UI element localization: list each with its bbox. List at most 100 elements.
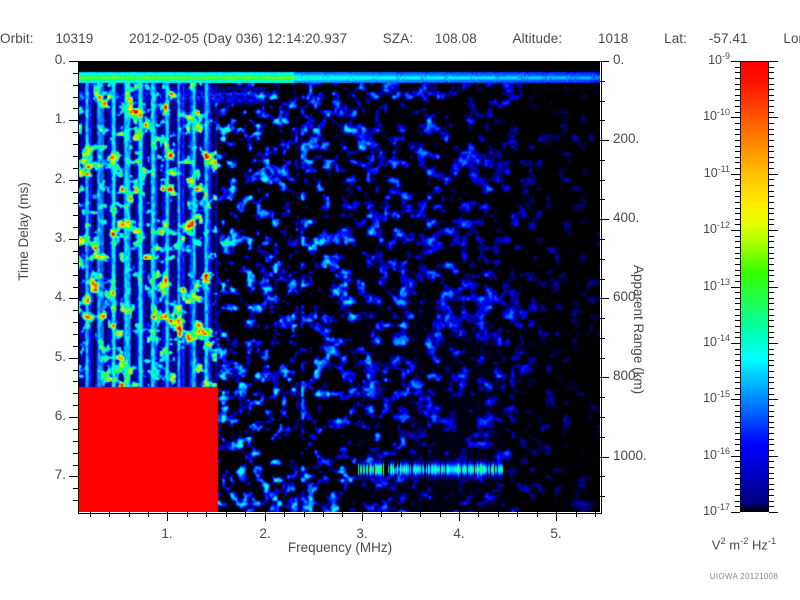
colorbar-tick-minor xyxy=(735,303,740,304)
right-tick-minor xyxy=(600,338,605,339)
x-tick-major xyxy=(362,512,363,521)
x-tick-minor xyxy=(440,512,441,517)
colorbar-tick-minor-right xyxy=(769,377,774,378)
x-tick-label: 5. xyxy=(550,526,562,541)
colorbar-tick-minor xyxy=(735,140,740,141)
colorbar-tick-minor xyxy=(735,467,740,468)
x-tick-minor xyxy=(595,512,596,517)
colorbar-tick-label: 10-15 xyxy=(703,389,730,406)
colorbar-tick-minor-right xyxy=(769,106,774,107)
x-tick-minor xyxy=(304,512,305,517)
colorbar-tick-major xyxy=(731,117,740,118)
y-tick-major xyxy=(69,358,78,359)
y-tick-minor xyxy=(73,370,78,371)
x-tick-major xyxy=(167,512,168,521)
right-tick-minor xyxy=(600,81,605,82)
colorbar-tick-major-right xyxy=(769,61,778,62)
y-tick-minor xyxy=(73,108,78,109)
latitude-label: Lat: xyxy=(664,31,688,46)
x-tick-minor xyxy=(517,512,518,517)
colorbar-tick-minor xyxy=(735,450,740,451)
right-tick-major xyxy=(600,377,609,378)
colorbar-tick-minor-right xyxy=(769,84,774,85)
y-tick-major xyxy=(69,239,78,240)
colorbar-tick-minor xyxy=(735,461,740,462)
altitude-value: 1018 xyxy=(597,31,629,46)
colorbar-tick-minor-right xyxy=(769,371,774,372)
y-tick-minor xyxy=(73,263,78,264)
right-tick-minor xyxy=(600,120,605,121)
y-tick-minor xyxy=(73,275,78,276)
y-tick-minor xyxy=(73,346,78,347)
right-tick-minor xyxy=(600,180,605,181)
y-tick-minor xyxy=(73,85,78,86)
observation-datetime: 2012-02-05 (Day 036) 12:14:20.937 xyxy=(129,31,348,46)
colorbar-tick-minor xyxy=(735,411,740,412)
colorbar-tick-minor xyxy=(735,157,740,158)
y-tick-label: 2. xyxy=(54,171,66,186)
x-tick-minor xyxy=(498,512,499,517)
right-tick-minor xyxy=(600,358,605,359)
colorbar-tick-minor-right xyxy=(769,473,774,474)
colorbar-tick-label: 10-9 xyxy=(708,51,730,68)
sza-value: 108.08 xyxy=(434,31,477,46)
colorbar-tick-minor-right xyxy=(769,157,774,158)
y-tick-minor xyxy=(73,393,78,394)
y-tick-minor xyxy=(73,227,78,228)
colorbar-tick-minor xyxy=(735,337,740,338)
colorbar-tick-minor xyxy=(735,484,740,485)
colorbar-tick-minor-right xyxy=(769,506,774,507)
colorbar-tick-minor-right xyxy=(769,253,774,254)
y-tick-minor xyxy=(73,215,78,216)
y-tick-minor xyxy=(73,488,78,489)
colorbar-tick-major-right xyxy=(769,343,778,344)
colorbar-tick-minor xyxy=(735,377,740,378)
colorbar-tick-minor-right xyxy=(769,337,774,338)
colorbar-tick-major-right xyxy=(769,230,778,231)
colorbar-tick-major-right xyxy=(769,117,778,118)
colorbar-tick-minor xyxy=(735,146,740,147)
y-tick-minor xyxy=(73,203,78,204)
x-tick-minor xyxy=(148,512,149,517)
orbit-value: 10319 xyxy=(55,31,94,46)
y-tick-minor xyxy=(73,381,78,382)
y-tick-minor xyxy=(73,322,78,323)
colorbar-tick-label: 10-17 xyxy=(703,502,730,519)
x-axis-title: Frequency (MHz) xyxy=(287,540,393,555)
colorbar-tick-minor xyxy=(735,371,740,372)
y-tick-label: 0. xyxy=(54,52,66,67)
colorbar-tick-minor-right xyxy=(769,112,774,113)
colorbar-tick-major xyxy=(731,230,740,231)
colorbar-tick-minor-right xyxy=(769,281,774,282)
colorbar-tick-minor xyxy=(735,112,740,113)
x-tick-minor xyxy=(323,512,324,517)
colorbar-tick-minor xyxy=(735,236,740,237)
colorbar-tick-minor xyxy=(735,179,740,180)
longitude-label: Long: xyxy=(783,31,800,46)
y-tick-label: 5. xyxy=(54,349,66,364)
colorbar-tick-minor xyxy=(735,213,740,214)
colorbar-tick-minor xyxy=(735,129,740,130)
orbit-label: Orbit: xyxy=(0,31,34,46)
right-tick-label: 200. xyxy=(613,131,640,146)
colorbar-tick-minor-right xyxy=(769,78,774,79)
x-tick-minor xyxy=(245,512,246,517)
colorbar-tick-minor-right xyxy=(769,354,774,355)
colorbar-tick-minor xyxy=(735,309,740,310)
right-tick-minor xyxy=(600,199,605,200)
x-tick-minor xyxy=(537,512,538,517)
colorbar-tick-minor xyxy=(735,473,740,474)
colorbar-tick-minor xyxy=(735,478,740,479)
altitude-label: Altitude: xyxy=(512,31,563,46)
right-tick-major xyxy=(600,140,609,141)
colorbar-tick-minor-right xyxy=(769,298,774,299)
colorbar-tick-major xyxy=(731,287,740,288)
colorbar-tick-minor xyxy=(735,360,740,361)
colorbar-tick-minor-right xyxy=(769,382,774,383)
colorbar-tick-minor xyxy=(735,365,740,366)
colorbar-tick-minor-right xyxy=(769,264,774,265)
y-tick-minor xyxy=(73,405,78,406)
colorbar-tick-minor xyxy=(735,95,740,96)
colorbar-tick-minor xyxy=(735,185,740,186)
colorbar-tick-minor-right xyxy=(769,185,774,186)
